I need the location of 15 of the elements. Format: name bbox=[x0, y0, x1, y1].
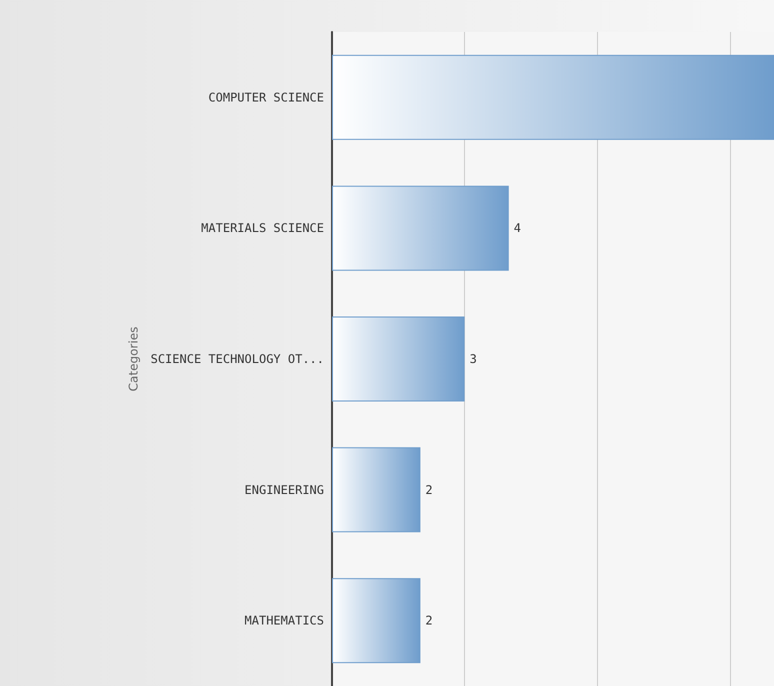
y-tick-label: MATERIALS SCIENCE bbox=[201, 221, 324, 236]
y-axis-title: Categories bbox=[126, 326, 141, 392]
data-label: 4 bbox=[514, 221, 522, 236]
y-tick-label: MATHEMATICS bbox=[244, 614, 324, 628]
data-label: 2 bbox=[425, 482, 433, 497]
y-tick-label: SCIENCE TECHNOLOGY OT... bbox=[150, 352, 324, 366]
data-label: 2 bbox=[425, 614, 433, 628]
bar bbox=[332, 578, 420, 664]
y-tick-label: ENGINEERING bbox=[244, 482, 324, 497]
bar bbox=[332, 186, 509, 271]
data-label: 3 bbox=[470, 352, 477, 366]
bar bbox=[332, 447, 420, 532]
bar bbox=[332, 54, 774, 140]
bar bbox=[332, 316, 465, 402]
y-tick-label: COMPUTER SCIENCE bbox=[208, 90, 324, 104]
